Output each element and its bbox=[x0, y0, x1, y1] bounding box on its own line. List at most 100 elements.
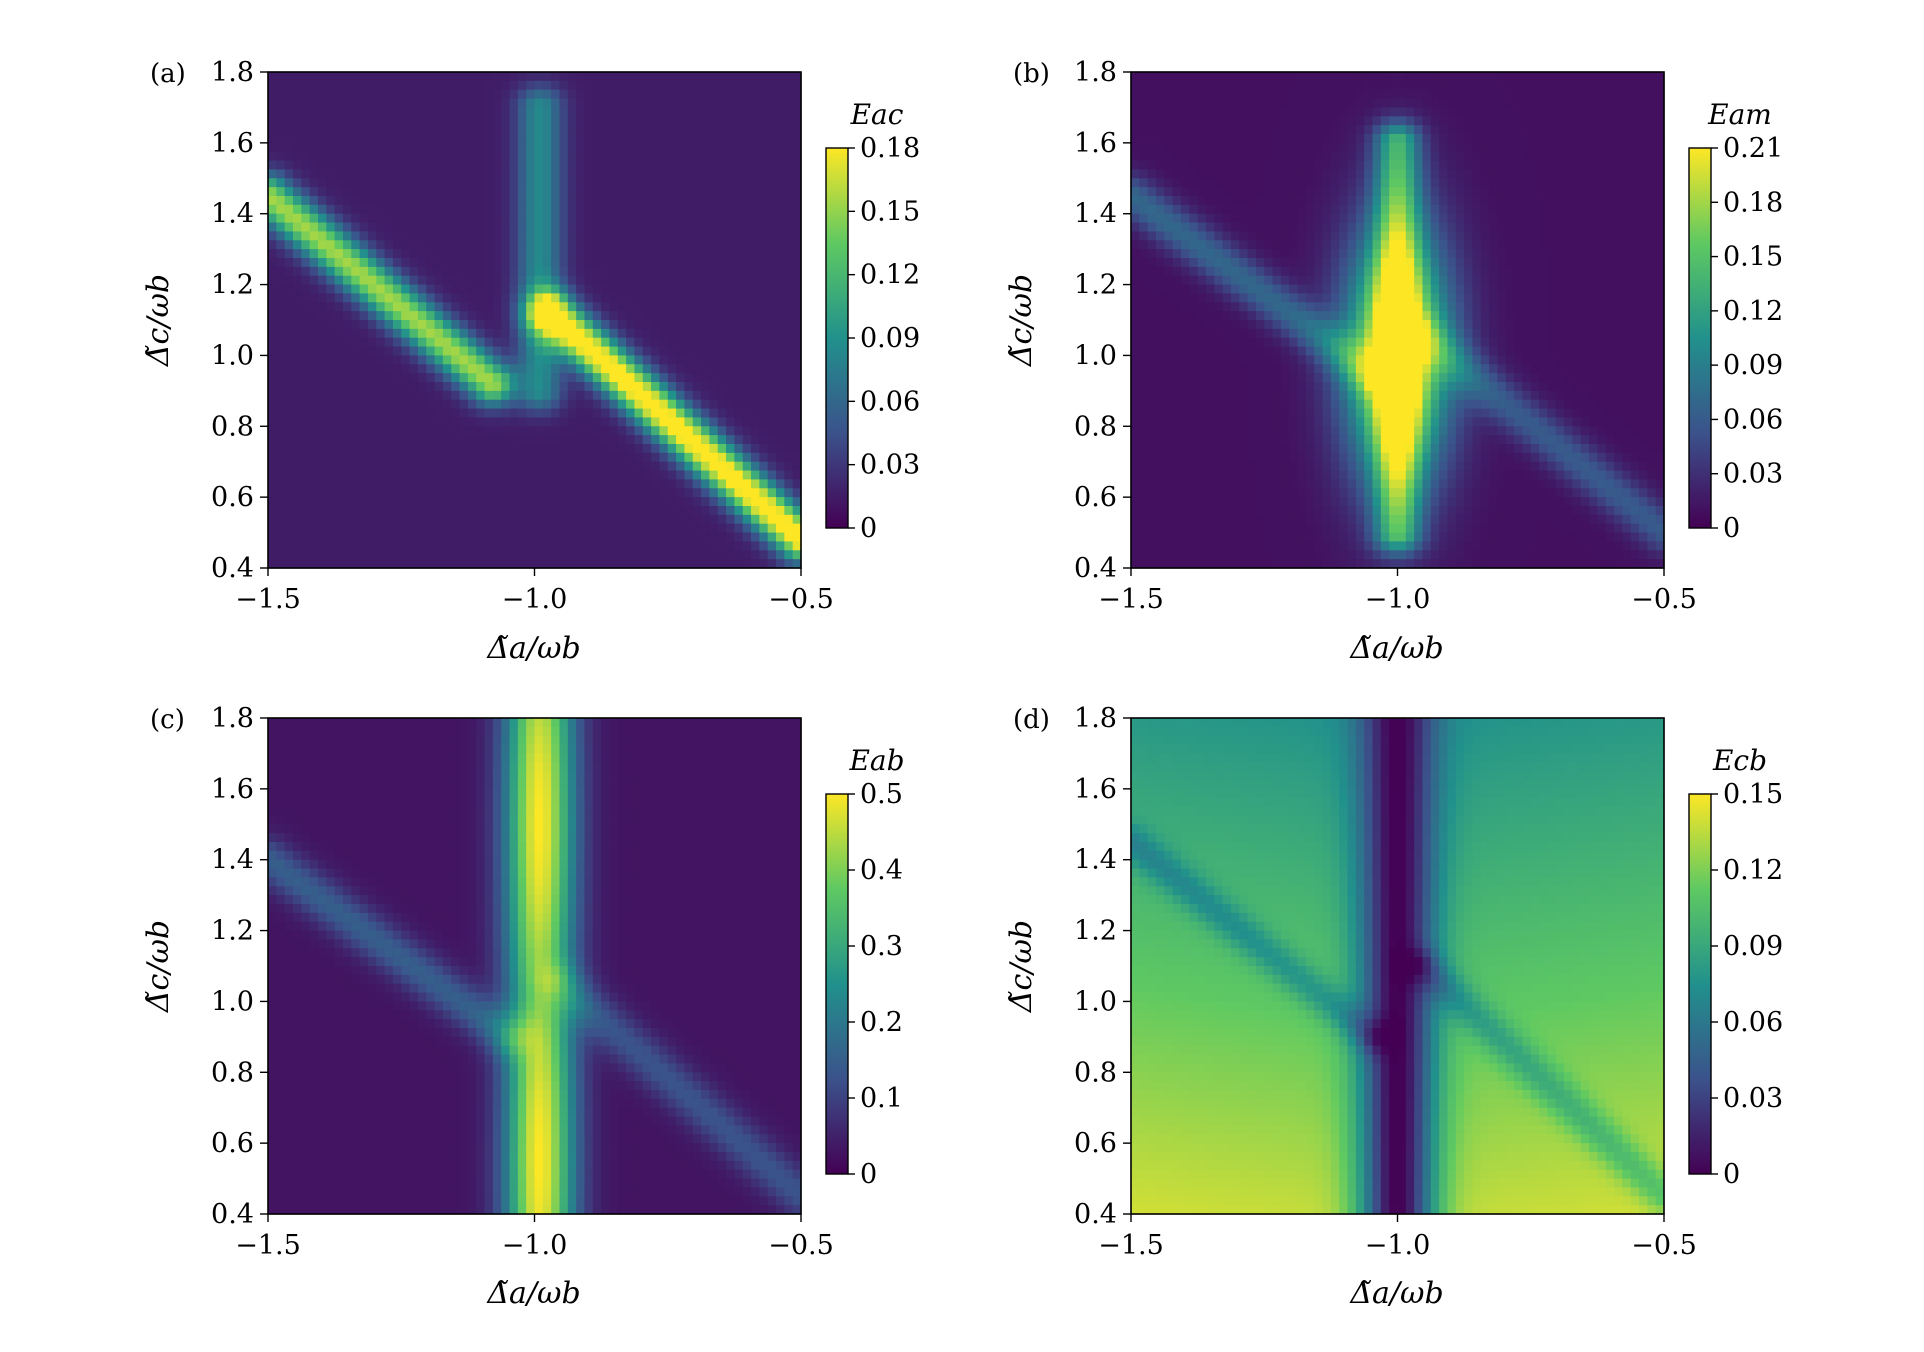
heatmap-cell bbox=[459, 98, 469, 109]
heatmap-cell bbox=[342, 514, 352, 525]
heatmap-cell bbox=[376, 435, 386, 445]
heatmap-cell bbox=[317, 240, 327, 250]
heatmap-cell bbox=[459, 488, 469, 498]
heatmap-cell bbox=[759, 169, 769, 179]
heatmap-cell bbox=[726, 231, 735, 241]
heatmap-cell bbox=[392, 266, 402, 277]
heatmap-cell bbox=[351, 435, 361, 445]
heatmap-cell bbox=[284, 231, 294, 241]
heatmap-cell bbox=[1572, 116, 1582, 126]
heatmap-cell bbox=[767, 461, 777, 472]
heatmap-cell bbox=[526, 89, 536, 100]
heatmap-cell bbox=[717, 302, 727, 312]
heatmap-cell bbox=[459, 435, 469, 445]
heatmap-cell bbox=[284, 284, 294, 295]
heatmap-cell bbox=[767, 275, 777, 286]
heatmap-cell bbox=[584, 399, 594, 410]
heatmap-cell bbox=[301, 204, 311, 215]
heatmap-cell bbox=[592, 196, 602, 206]
heatmap-cell bbox=[726, 125, 735, 135]
heatmap-cell bbox=[742, 514, 752, 525]
heatmap-cell bbox=[517, 364, 527, 374]
heatmap-cell bbox=[501, 506, 511, 516]
heatmap-cell bbox=[1222, 142, 1232, 153]
heatmap-cell bbox=[268, 426, 277, 436]
heatmap-cell bbox=[1605, 142, 1615, 153]
heatmap-cell bbox=[1622, 249, 1632, 259]
heatmap-cell bbox=[392, 107, 402, 117]
heatmap-cell bbox=[1197, 89, 1207, 100]
heatmap-cell bbox=[317, 399, 327, 410]
heatmap-cell bbox=[717, 151, 727, 162]
heatmap-cell bbox=[376, 408, 386, 419]
heatmap-cell bbox=[284, 222, 294, 233]
heatmap-cell bbox=[1447, 240, 1457, 250]
heatmap-cell bbox=[1289, 187, 1299, 197]
heatmap-cell bbox=[709, 382, 719, 392]
heatmap-cell bbox=[384, 470, 394, 481]
heatmap-cell bbox=[1222, 258, 1232, 268]
heatmap-cell bbox=[1422, 98, 1432, 109]
heatmap-cell bbox=[542, 125, 552, 135]
heatmap-cell bbox=[642, 178, 652, 188]
heatmap-cell bbox=[626, 151, 636, 162]
heatmap-cell bbox=[492, 142, 502, 153]
heatmap-cell bbox=[1131, 107, 1140, 117]
heatmap-cell bbox=[409, 355, 419, 365]
heatmap-cell bbox=[642, 72, 652, 82]
heatmap-cell bbox=[417, 364, 427, 374]
heatmap-cell bbox=[526, 249, 536, 259]
heatmap-cell bbox=[784, 275, 794, 286]
heatmap-cell bbox=[1280, 80, 1290, 91]
heatmap-cell bbox=[717, 116, 727, 126]
heatmap-cell bbox=[792, 559, 802, 569]
heatmap-cell bbox=[392, 532, 402, 543]
heatmap-cell bbox=[776, 506, 785, 516]
heatmap-cell bbox=[584, 231, 594, 241]
heatmap-cell bbox=[1472, 213, 1482, 224]
heatmap-cell bbox=[1230, 72, 1240, 82]
heatmap-cell bbox=[1522, 213, 1532, 224]
heatmap-cell bbox=[601, 337, 611, 348]
heatmap-cell bbox=[709, 231, 719, 241]
heatmap-cell bbox=[767, 382, 777, 392]
heatmap-cell bbox=[742, 134, 752, 144]
heatmap-cell bbox=[1389, 80, 1399, 91]
heatmap-cell bbox=[784, 320, 794, 330]
heatmap-cell bbox=[1647, 89, 1657, 100]
heatmap-cell bbox=[592, 72, 602, 82]
heatmap-cell bbox=[442, 559, 452, 569]
heatmap-cell bbox=[751, 337, 760, 348]
heatmap-cell bbox=[1539, 89, 1549, 100]
heatmap-cell bbox=[1505, 240, 1515, 250]
heatmap-cell bbox=[342, 435, 352, 445]
heatmap-cell bbox=[784, 461, 794, 472]
heatmap-cell bbox=[442, 151, 452, 162]
heatmap-cell bbox=[351, 258, 361, 268]
heatmap-cell bbox=[1264, 222, 1274, 233]
heatmap-cell bbox=[567, 320, 577, 330]
heatmap-cell bbox=[667, 98, 677, 109]
heatmap-cell bbox=[617, 497, 627, 507]
heatmap-cell bbox=[1522, 125, 1532, 135]
heatmap-cell bbox=[342, 302, 352, 312]
heatmap-cell bbox=[1439, 89, 1449, 100]
heatmap-cell bbox=[417, 266, 427, 277]
heatmap-cell bbox=[476, 328, 486, 339]
heatmap-cell bbox=[359, 151, 369, 162]
heatmap-cell bbox=[601, 514, 611, 525]
heatmap-cell bbox=[601, 506, 611, 516]
heatmap-cell bbox=[392, 444, 402, 454]
heatmap-cell bbox=[709, 550, 719, 560]
heatmap-cell bbox=[1180, 125, 1190, 135]
heatmap-cell bbox=[1239, 169, 1249, 179]
heatmap-cell bbox=[576, 266, 586, 277]
heatmap-cell bbox=[342, 559, 352, 569]
heatmap-cell bbox=[401, 514, 411, 525]
heatmap-cell bbox=[1205, 249, 1215, 259]
heatmap-cell bbox=[1614, 107, 1623, 117]
heatmap-cell bbox=[1380, 169, 1390, 179]
heatmap-cell bbox=[651, 98, 661, 109]
heatmap-cell bbox=[576, 311, 586, 321]
heatmap-cell bbox=[1364, 169, 1374, 179]
